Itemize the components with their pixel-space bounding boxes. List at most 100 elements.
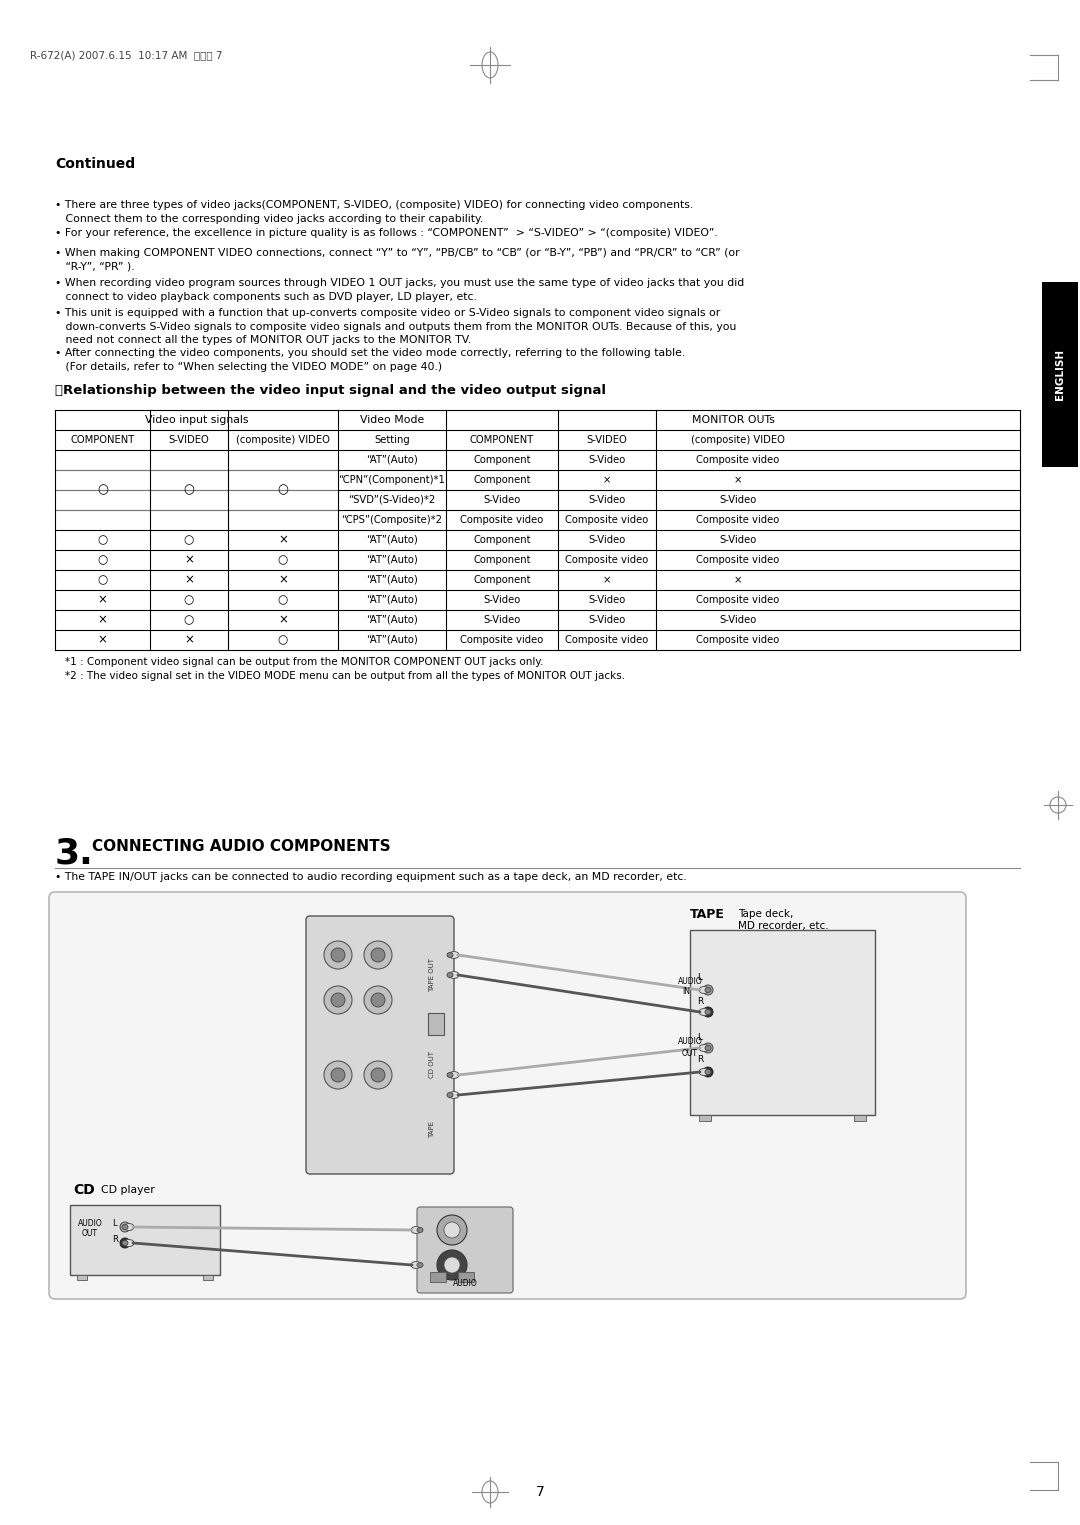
Text: ×: × xyxy=(97,633,107,647)
Circle shape xyxy=(703,1043,713,1052)
Text: ×: × xyxy=(184,633,194,647)
Circle shape xyxy=(364,1061,392,1089)
Ellipse shape xyxy=(411,1226,421,1234)
Text: AUDIO: AUDIO xyxy=(453,1279,477,1289)
Text: S-Video: S-Video xyxy=(719,535,757,544)
Ellipse shape xyxy=(699,1008,708,1016)
Text: ×: × xyxy=(733,575,742,586)
Bar xyxy=(699,1115,711,1121)
Text: AUDIO: AUDIO xyxy=(678,1037,703,1046)
Circle shape xyxy=(330,993,345,1007)
Text: ×: × xyxy=(278,534,288,546)
Text: Continued: Continued xyxy=(55,157,135,171)
Bar xyxy=(1042,282,1078,467)
Text: Tape deck,: Tape deck, xyxy=(738,909,794,920)
Text: 樿Relationship between the video input signal and the video output signal: 樿Relationship between the video input si… xyxy=(55,384,606,396)
Circle shape xyxy=(372,949,384,962)
Circle shape xyxy=(364,941,392,968)
Text: Composite video: Composite video xyxy=(697,454,780,465)
Text: CD OUT: CD OUT xyxy=(429,1052,435,1078)
Ellipse shape xyxy=(449,1072,459,1078)
Text: Video Mode: Video Mode xyxy=(360,415,424,425)
Text: 7: 7 xyxy=(536,1485,544,1499)
Text: S-Video: S-Video xyxy=(589,496,625,505)
Circle shape xyxy=(324,941,352,968)
Circle shape xyxy=(330,949,345,962)
Bar xyxy=(203,1275,213,1279)
Text: “AT”(Auto): “AT”(Auto) xyxy=(366,595,418,605)
Text: S-Video: S-Video xyxy=(589,595,625,605)
Circle shape xyxy=(703,1006,713,1017)
Text: R: R xyxy=(112,1235,118,1243)
Ellipse shape xyxy=(124,1223,134,1231)
Text: ×: × xyxy=(278,613,288,627)
Ellipse shape xyxy=(417,1228,423,1232)
Text: Video input signals: Video input signals xyxy=(145,415,248,425)
Circle shape xyxy=(444,1257,460,1273)
Text: ○: ○ xyxy=(97,534,108,546)
Ellipse shape xyxy=(122,1225,129,1229)
Ellipse shape xyxy=(699,1045,708,1052)
Bar xyxy=(854,1115,866,1121)
Ellipse shape xyxy=(705,988,711,993)
Bar xyxy=(428,1013,444,1035)
Text: L: L xyxy=(698,973,702,982)
Circle shape xyxy=(437,1215,467,1244)
Text: S-Video: S-Video xyxy=(589,615,625,625)
Text: TAPE: TAPE xyxy=(690,907,725,921)
Text: ○: ○ xyxy=(97,554,108,566)
Text: ×: × xyxy=(733,474,742,485)
Text: R-672(A) 2007.6.15  10:17 AM  페이지 7: R-672(A) 2007.6.15 10:17 AM 페이지 7 xyxy=(30,50,222,59)
Circle shape xyxy=(330,1068,345,1083)
Text: Composite video: Composite video xyxy=(697,634,780,645)
Text: • For your reference, the excellence in picture quality is as follows : “COMPONE: • For your reference, the excellence in … xyxy=(55,229,718,238)
Text: (composite) VIDEO: (composite) VIDEO xyxy=(691,435,785,445)
Text: “AT”(Auto): “AT”(Auto) xyxy=(366,454,418,465)
Text: AUDIO: AUDIO xyxy=(678,978,703,987)
Ellipse shape xyxy=(124,1240,134,1246)
Text: MD recorder, etc.: MD recorder, etc. xyxy=(738,921,828,930)
Text: R: R xyxy=(697,1055,703,1064)
Text: Composite video: Composite video xyxy=(565,634,649,645)
Text: Component: Component xyxy=(473,474,530,485)
Circle shape xyxy=(372,993,384,1007)
Text: • When making COMPONENT VIDEO connections, connect “Y” to “Y”, “PB/CB” to “CB” (: • When making COMPONENT VIDEO connection… xyxy=(55,249,740,271)
Text: MONITOR OUTs: MONITOR OUTs xyxy=(691,415,774,425)
Ellipse shape xyxy=(705,1046,711,1051)
Text: “CPN”(Component)*1: “CPN”(Component)*1 xyxy=(338,474,445,485)
Text: S-Video: S-Video xyxy=(484,595,521,605)
Text: CD: CD xyxy=(73,1183,95,1197)
Text: “AT”(Auto): “AT”(Auto) xyxy=(366,615,418,625)
Text: • After connecting the video components, you should set the video mode correctly: • After connecting the video components,… xyxy=(55,348,685,372)
Text: ○: ○ xyxy=(184,483,194,497)
Circle shape xyxy=(703,985,713,994)
Bar xyxy=(77,1275,87,1279)
Ellipse shape xyxy=(449,952,459,959)
Text: ○: ○ xyxy=(184,534,194,546)
Circle shape xyxy=(324,987,352,1014)
Text: “AT”(Auto): “AT”(Auto) xyxy=(366,634,418,645)
Text: ○: ○ xyxy=(278,593,288,607)
Text: S-Video: S-Video xyxy=(719,615,757,625)
Circle shape xyxy=(364,987,392,1014)
Text: Composite video: Composite video xyxy=(460,515,543,525)
Text: ○: ○ xyxy=(278,483,288,497)
Ellipse shape xyxy=(447,1092,453,1098)
Text: AUDIO: AUDIO xyxy=(78,1218,103,1228)
Ellipse shape xyxy=(411,1261,421,1269)
Ellipse shape xyxy=(699,987,708,993)
Text: Component: Component xyxy=(473,555,530,564)
FancyBboxPatch shape xyxy=(49,892,966,1299)
Text: ×: × xyxy=(184,573,194,587)
Ellipse shape xyxy=(447,973,453,978)
Circle shape xyxy=(437,1250,467,1279)
Text: “AT”(Auto): “AT”(Auto) xyxy=(366,535,418,544)
Circle shape xyxy=(372,1068,384,1083)
Text: S-Video: S-Video xyxy=(484,496,521,505)
Text: Component: Component xyxy=(473,575,530,586)
Circle shape xyxy=(324,1061,352,1089)
Text: S-Video: S-Video xyxy=(589,454,625,465)
Text: • The TAPE IN/OUT jacks can be connected to audio recording equipment such as a : • The TAPE IN/OUT jacks can be connected… xyxy=(55,872,687,881)
Text: ×: × xyxy=(603,575,611,586)
Text: Setting: Setting xyxy=(374,435,410,445)
